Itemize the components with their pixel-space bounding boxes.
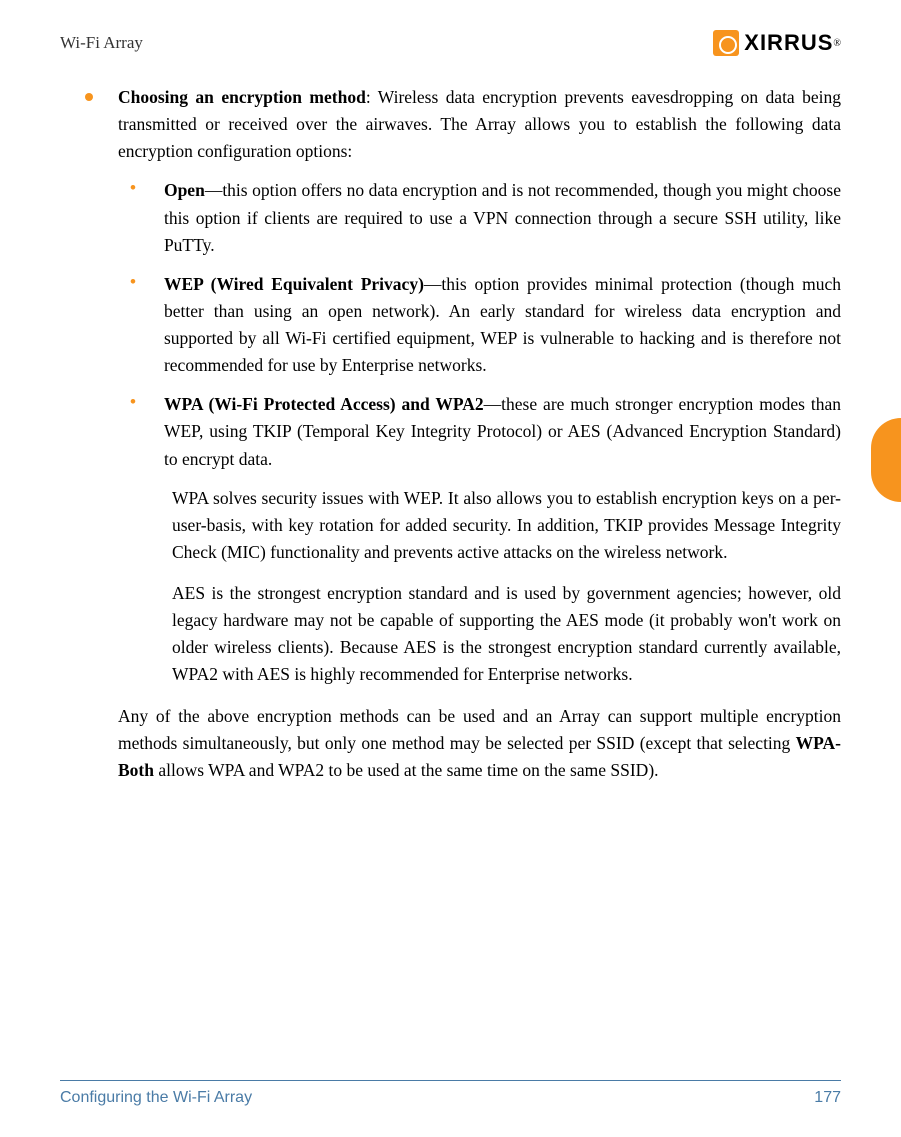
- page-header: Wi-Fi Array XIRRUS®: [60, 30, 841, 56]
- logo-text: XIRRUS: [744, 30, 833, 56]
- sub-item-text: Open—this option offers no data encrypti…: [164, 177, 841, 258]
- sub-item-wpa: • WPA (Wi-Fi Protected Access) and WPA2—…: [130, 391, 841, 472]
- content-area: Choosing an encryption method: Wireless …: [60, 76, 841, 784]
- sub-item-text: WPA (Wi-Fi Protected Access) and WPA2—th…: [164, 391, 841, 472]
- closing-post: allows WPA and WPA2 to be used at the sa…: [154, 760, 659, 780]
- sub-item-wep: • WEP (Wired Equivalent Privacy)—this op…: [130, 271, 841, 380]
- sub-rest: —this option offers no data encryption a…: [164, 180, 841, 254]
- main-bullet-item: Choosing an encryption method: Wireless …: [60, 84, 841, 177]
- sub-bullet-icon: •: [130, 178, 136, 258]
- side-tab-indicator: [871, 418, 901, 502]
- sub-bold: Open: [164, 180, 205, 200]
- continuation-para-1: WPA solves security issues with WEP. It …: [172, 485, 841, 566]
- brand-logo: XIRRUS®: [713, 30, 841, 56]
- page-footer: Configuring the Wi-Fi Array 177: [60, 1080, 841, 1107]
- bullet-icon: [85, 93, 93, 101]
- sub-bold: WPA (Wi-Fi Protected Access) and WPA2: [164, 394, 484, 414]
- footer-page-number: 177: [814, 1089, 841, 1107]
- sub-item-text: WEP (Wired Equivalent Privacy)—this opti…: [164, 271, 841, 380]
- intro-paragraph: Choosing an encryption method: Wireless …: [118, 84, 841, 165]
- closing-pre: Any of the above encryption methods can …: [118, 706, 841, 753]
- registered-mark: ®: [833, 38, 841, 49]
- footer-section-title: Configuring the Wi-Fi Array: [60, 1089, 252, 1107]
- closing-paragraph: Any of the above encryption methods can …: [60, 703, 841, 784]
- intro-bold-text: Choosing an encryption method: [118, 87, 366, 107]
- page-container: Wi-Fi Array XIRRUS® Choosing an encrypti…: [0, 0, 901, 1137]
- sub-bullet-icon: •: [130, 272, 136, 380]
- sub-bold: WEP (Wired Equivalent Privacy): [164, 274, 424, 294]
- logo-icon: [713, 30, 739, 56]
- continuation-para-2: AES is the strongest encryption standard…: [172, 580, 841, 689]
- header-title: Wi-Fi Array: [60, 33, 143, 53]
- sub-items-list: • Open—this option offers no data encryp…: [60, 177, 841, 472]
- continuation-paragraphs: WPA solves security issues with WEP. It …: [60, 485, 841, 689]
- sub-item-open: • Open—this option offers no data encryp…: [130, 177, 841, 258]
- sub-bullet-icon: •: [130, 392, 136, 472]
